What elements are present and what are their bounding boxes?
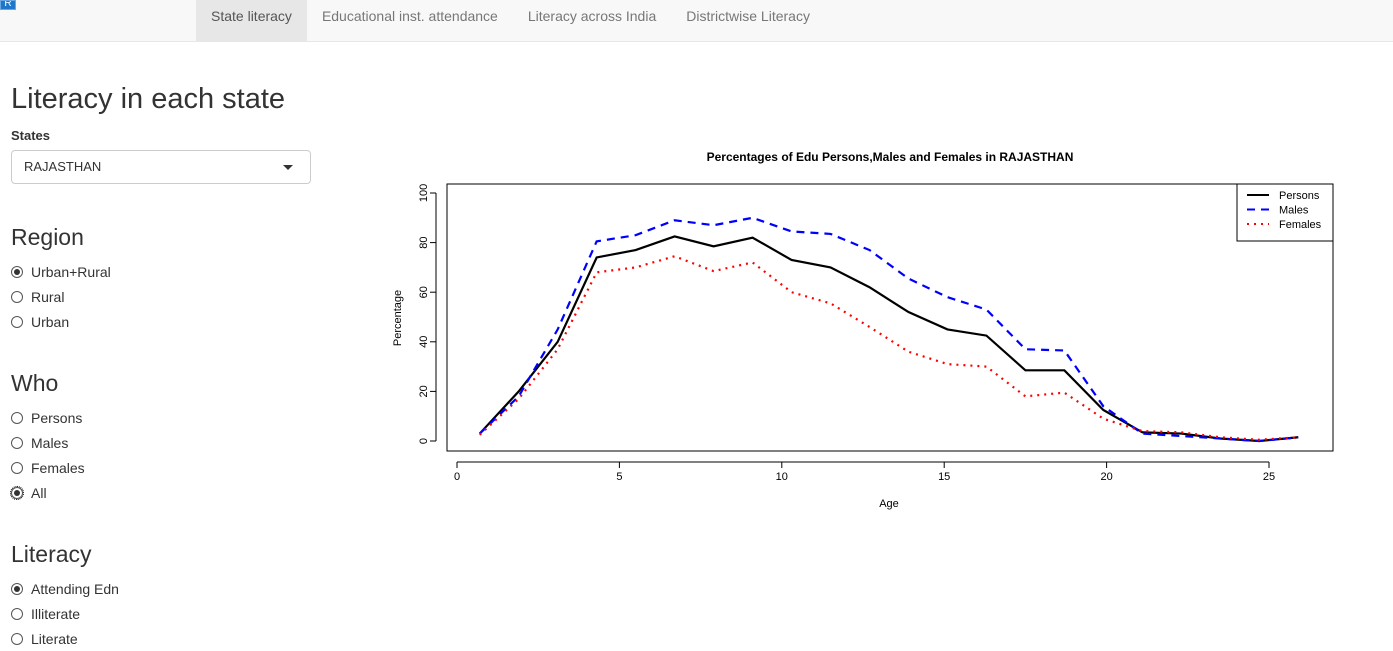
legend-label: Males xyxy=(1279,205,1309,217)
radio-rural[interactable]: Rural xyxy=(11,284,311,309)
radio-males[interactable]: Males xyxy=(11,430,311,455)
radio-label: All xyxy=(31,484,47,501)
tab-educational-attendance[interactable]: Educational inst. attendance xyxy=(321,8,498,24)
tab-literacy-across-india[interactable]: Literacy across India xyxy=(527,8,657,24)
legend-label: Females xyxy=(1279,219,1322,231)
tab-state-literacy[interactable]: State literacy xyxy=(196,0,307,41)
tab-districtwise-literacy[interactable]: Districtwise Literacy xyxy=(686,8,810,24)
radio-label: Females xyxy=(31,459,85,476)
series-line-males xyxy=(478,216,1299,443)
x-tick-label: 15 xyxy=(938,471,950,483)
literacy-heading: Literacy xyxy=(11,541,92,567)
plot-box xyxy=(446,183,1334,452)
radio-label: Urban xyxy=(31,313,70,330)
literacy-radio-group: Attending Edn Illiterate Literate xyxy=(11,576,311,651)
literacy-line-chart: Percentages of Edu Persons,Males and Fem… xyxy=(392,150,1334,510)
radio-button-icon[interactable] xyxy=(11,436,23,449)
radio-button-icon[interactable] xyxy=(11,461,23,474)
radio-females[interactable]: Females xyxy=(11,455,311,480)
y-tick-label: 80 xyxy=(418,236,430,248)
x-tick-label: 0 xyxy=(454,471,460,483)
y-tick-label: 40 xyxy=(418,336,430,348)
tab-bar: State literacy Educational inst. attenda… xyxy=(196,0,825,41)
states-label: States xyxy=(11,128,51,143)
y-tick-label: 60 xyxy=(418,286,430,298)
radio-button-icon[interactable] xyxy=(11,411,23,424)
y-tick-label: 20 xyxy=(418,385,430,397)
radio-button-icon[interactable] xyxy=(11,632,23,645)
radio-button-icon[interactable] xyxy=(11,582,23,595)
legend-label: Persons xyxy=(1279,190,1320,202)
app-logo: R xyxy=(0,0,16,10)
sidebar: Literacy in each state States RAJASTHAN … xyxy=(10,80,311,651)
chart-title: Percentages of Edu Persons,Males and Fem… xyxy=(707,150,1074,164)
radio-label: Illiterate xyxy=(31,605,81,622)
x-tick-label: 5 xyxy=(616,471,622,483)
radio-all[interactable]: All xyxy=(10,480,311,505)
states-value: RAJASTHAN xyxy=(24,159,102,174)
radio-label: Literate xyxy=(31,630,78,647)
states-select[interactable]: RAJASTHAN xyxy=(11,150,311,184)
series-line-persons xyxy=(478,235,1299,443)
x-tick-label: 25 xyxy=(1263,471,1275,483)
radio-urban[interactable]: Urban xyxy=(11,309,311,334)
radio-literate[interactable]: Literate xyxy=(11,626,311,651)
legend-box xyxy=(1236,183,1334,242)
radio-urban-rural[interactable]: Urban+Rural xyxy=(11,259,311,284)
radio-button-icon[interactable] xyxy=(11,315,23,328)
radio-label: Males xyxy=(31,434,69,451)
x-tick-label: 20 xyxy=(1100,471,1112,483)
radio-button-icon[interactable] xyxy=(11,607,23,620)
region-heading: Region xyxy=(11,224,84,250)
radio-button-icon[interactable] xyxy=(11,290,23,303)
page-title: Literacy in each state xyxy=(11,83,286,115)
series-line-females xyxy=(478,255,1299,441)
who-radio-group: Persons Males Females All xyxy=(10,405,311,505)
radio-button-icon[interactable] xyxy=(10,485,24,500)
x-axis-label: Age xyxy=(879,498,899,510)
radio-persons[interactable]: Persons xyxy=(11,405,311,430)
region-radio-group: Urban+Rural Rural Urban xyxy=(11,259,311,334)
y-tick-label: 100 xyxy=(418,184,430,202)
y-axis-label: Percentage xyxy=(392,290,404,346)
radio-attending-edn[interactable]: Attending Edn xyxy=(11,576,311,601)
who-heading: Who xyxy=(11,370,59,396)
navbar: R State literacy Educational inst. atten… xyxy=(0,0,1393,42)
x-tick-label: 10 xyxy=(776,471,788,483)
chevron-down-icon xyxy=(283,165,293,170)
radio-label: Rural xyxy=(31,288,65,305)
radio-label: Persons xyxy=(31,409,83,426)
radio-illiterate[interactable]: Illiterate xyxy=(11,601,311,626)
radio-button-icon[interactable] xyxy=(11,265,23,278)
radio-label: Attending Edn xyxy=(31,580,119,597)
y-tick-label: 0 xyxy=(418,438,430,444)
radio-label: Urban+Rural xyxy=(31,263,111,280)
